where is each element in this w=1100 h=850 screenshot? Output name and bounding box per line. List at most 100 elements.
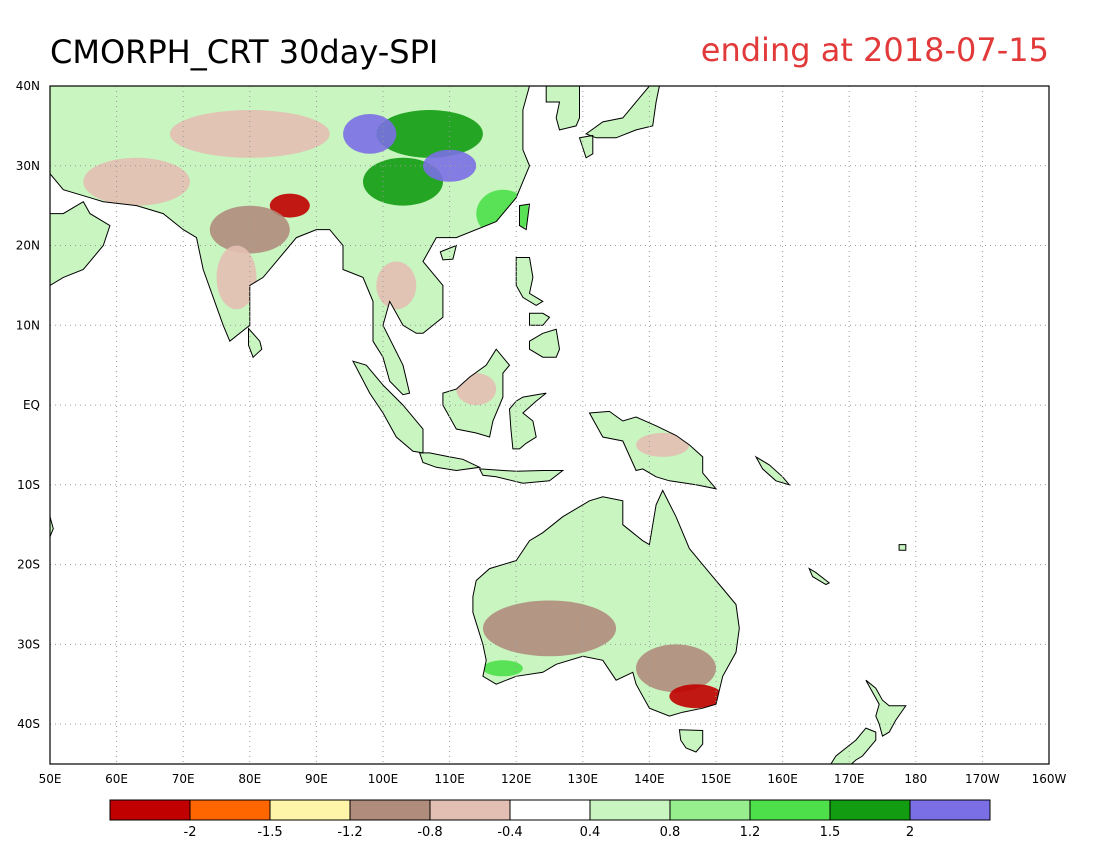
spi-patch	[169, 109, 330, 158]
colorbar-swatch	[509, 799, 591, 821]
coastline-visayas	[529, 312, 551, 326]
lon-tick-label: 60E	[105, 772, 128, 786]
spi-patch	[343, 113, 397, 154]
spi-patch	[376, 109, 483, 158]
spi-patch	[209, 205, 290, 254]
spi-patch	[636, 644, 716, 693]
lon-tick-label: 70E	[172, 772, 195, 786]
land-nz-north	[865, 680, 906, 737]
coastline-asia	[50, 86, 531, 396]
coastline-new-guinea	[588, 410, 718, 490]
lon-tick-label: 140E	[634, 772, 665, 786]
land-solomons	[756, 456, 790, 485]
spi-patch	[423, 149, 477, 182]
coastline-lesser-sunda	[478, 468, 565, 484]
land-new-caledonia	[809, 568, 830, 585]
colorbar-swatch	[269, 799, 351, 821]
lat-tick-label: 20S	[17, 558, 40, 572]
colorbar-label: 1.5	[820, 825, 841, 840]
spi-patch	[363, 157, 443, 206]
spi-patch	[482, 600, 617, 657]
colorbar-label: 0.4	[580, 825, 601, 840]
colorbar-label: -0.8	[417, 825, 442, 840]
colorbar-swatch	[589, 799, 671, 821]
coastline-new-caledonia	[808, 567, 831, 586]
colorbar-label: 2	[906, 825, 914, 840]
colorbar-label: -1.5	[257, 825, 282, 840]
colorbar-swatch	[829, 799, 911, 821]
lon-tick-labels: 50E 60E 70E 80E 90E 100E 110E 120E 130E 140E 150E 1…	[39, 772, 1067, 786]
land-sumatra	[353, 361, 423, 453]
land-mindanao	[529, 329, 560, 358]
land-honshu	[586, 86, 660, 138]
lat-tick-label: 40N	[16, 79, 40, 93]
colorbar-swatch	[429, 799, 511, 821]
land-arabia	[50, 173, 110, 286]
lon-tick-label: 50E	[39, 772, 62, 786]
lat-tick-label: 10S	[17, 478, 40, 492]
lon-tick-label: 180	[904, 772, 927, 786]
map-title: CMORPH_CRT 30day-SPI	[50, 33, 438, 71]
lat-tick-label: 30N	[16, 159, 40, 173]
colorbar-swatch	[909, 799, 991, 821]
land-luzon	[516, 257, 543, 306]
coastline-arabia	[50, 173, 111, 286]
map-frame	[49, 85, 1050, 765]
lon-tick-label: 130E	[568, 772, 599, 786]
lon-tick-label: 160E	[767, 772, 798, 786]
coastline-luzon	[515, 257, 544, 306]
spi-patch	[482, 660, 523, 677]
spi-patch	[83, 157, 190, 206]
coastline-korea	[545, 86, 580, 131]
lon-tick-label: 160W	[1032, 772, 1067, 786]
colorbar: -2 -1.5 -1.2 -0.8 -0.4 0.4 0.8 1.2 1.5 2	[109, 799, 991, 840]
coastline-honshu	[585, 86, 660, 139]
coastline-taiwan	[519, 203, 531, 231]
coastline-java	[418, 452, 482, 472]
spi-patch	[636, 432, 690, 457]
lon-tick-label: 150E	[701, 772, 732, 786]
lon-tick-label: 90E	[305, 772, 328, 786]
coastline-fiji	[898, 544, 907, 551]
coastline-madagascar-tip	[50, 516, 54, 537]
spi-patch	[269, 193, 310, 218]
lon-tick-label: 170W	[965, 772, 1000, 786]
land-hainan	[440, 245, 457, 260]
land-lesser-sunda	[479, 468, 563, 484]
colorbar-label: 0.8	[660, 825, 681, 840]
coastline-tasmania	[678, 729, 704, 753]
colorbar-label: -0.4	[497, 825, 522, 840]
coastline-borneo	[442, 348, 511, 438]
spi-patch	[376, 261, 417, 310]
land-sulawesi	[509, 393, 547, 449]
coastline-hainan	[439, 244, 458, 261]
lat-tick-label: 20N	[16, 239, 40, 253]
coastline-nz-north	[865, 679, 907, 737]
coastline-nz-south	[830, 727, 877, 764]
lon-tick-label: 120E	[501, 772, 532, 786]
colorbar-swatch	[349, 799, 431, 821]
colorbar-swatch	[749, 799, 831, 821]
lat-tick-label: 10N	[16, 318, 40, 332]
colorbar-swatch	[109, 799, 191, 821]
lon-tick-label: 80E	[238, 772, 261, 786]
map-subtitle: ending at 2018-07-15	[701, 31, 1049, 69]
grid-layer	[50, 86, 1049, 764]
land-madagascar-tip	[50, 516, 54, 537]
spi-patch	[216, 245, 257, 310]
lon-tick-label: 170E	[834, 772, 865, 786]
colorbar-swatch	[669, 799, 751, 821]
land-visayas	[529, 313, 550, 326]
lon-tick-label: 100E	[368, 772, 399, 786]
coastline-sulawesi	[508, 392, 547, 450]
coastline-mindanao	[529, 328, 561, 358]
land-fiji	[899, 544, 906, 551]
lat-tick-label: 40S	[17, 717, 40, 731]
map-area	[50, 86, 1049, 764]
coastline-kyushu	[578, 134, 594, 159]
lat-tick-label: 30S	[17, 637, 40, 651]
colorbar-label: -2	[184, 825, 197, 840]
colorbar-swatch	[189, 799, 271, 821]
coastline-sri-lanka	[248, 327, 263, 359]
